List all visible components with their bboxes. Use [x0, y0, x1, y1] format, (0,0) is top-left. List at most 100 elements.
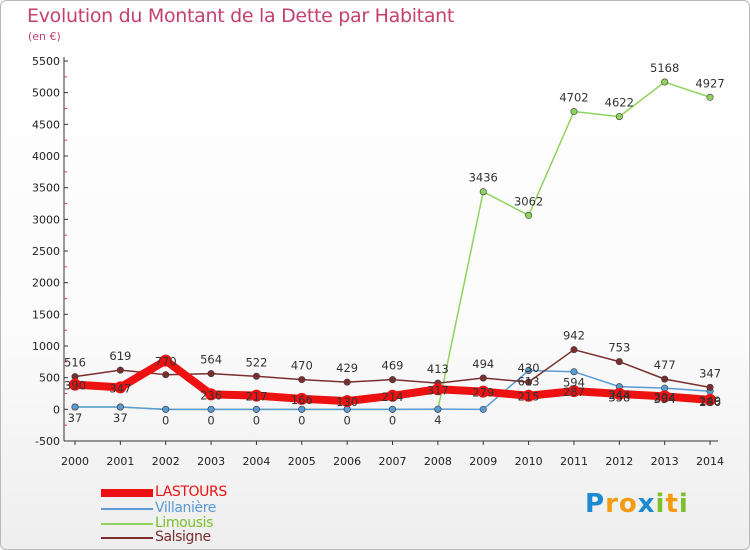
data-label-salsigne: 430	[518, 361, 540, 375]
data-point-lastours	[658, 390, 671, 403]
logo-letter: i	[678, 489, 689, 519]
data-point-villaniere	[479, 405, 487, 413]
data-point-salsigne	[389, 376, 397, 384]
data-label-salsigne: 347	[699, 366, 721, 380]
data-label-lastours: 215	[518, 390, 540, 404]
data-point-salsigne	[615, 358, 623, 366]
data-label-salsigne: 413	[427, 362, 449, 376]
legend-label-villaniere: Villanière	[155, 500, 216, 516]
data-label-limousis: 4927	[695, 76, 724, 90]
data-label-villaniere: 37	[68, 411, 83, 425]
data-point-lastours	[250, 389, 263, 402]
data-point-limousis	[479, 188, 487, 196]
data-label-limousis: 3062	[514, 194, 543, 208]
data-label-salsigne: 753	[608, 341, 630, 355]
data-point-lastours	[386, 389, 399, 402]
data-point-lastours	[613, 387, 626, 400]
x-tick-label: 2013	[651, 455, 679, 468]
data-point-salsigne	[162, 371, 170, 379]
legend-label-lastours: LASTOURS	[155, 484, 227, 500]
data-point-lastours	[341, 395, 354, 408]
data-point-salsigne	[706, 383, 714, 391]
x-tick-label: 2009	[469, 455, 497, 468]
data-label-salsigne: 942	[563, 329, 585, 343]
data-point-villaniere	[570, 368, 578, 376]
data-label-salsigne: 564	[200, 353, 222, 367]
logo-letter: o	[618, 489, 638, 519]
y-tick-label: 3500	[32, 182, 60, 195]
legend-swatch-salsigne	[101, 537, 153, 539]
data-label-villaniere: 0	[389, 413, 396, 427]
data-point-villaniere	[116, 403, 124, 411]
x-tick-label: 2005	[288, 455, 316, 468]
data-point-lastours	[159, 354, 172, 367]
data-point-villaniere	[71, 403, 79, 411]
data-label-lastours: 214	[382, 390, 404, 404]
data-label-salsigne: 494	[472, 357, 494, 371]
chart-title: Evolution du Montant de la Dette par Hab…	[27, 5, 455, 27]
data-point-lastours	[522, 389, 535, 402]
data-label-lastours: 279	[472, 386, 494, 400]
x-tick-label: 2007	[379, 455, 407, 468]
y-tick-label: 3000	[32, 213, 60, 226]
x-tick-label: 2012	[605, 455, 633, 468]
data-label-villaniere: 613	[518, 375, 540, 389]
x-tick-label: 2008	[424, 455, 452, 468]
data-point-salsigne	[116, 366, 124, 374]
data-label-villaniere: 358	[608, 391, 630, 405]
data-label-limousis: 5168	[650, 61, 679, 75]
data-label-limousis: 4622	[605, 96, 634, 110]
data-label-salsigne: 516	[64, 356, 86, 370]
data-label-limousis: 3436	[469, 171, 498, 185]
y-tick-label: 4000	[32, 150, 60, 163]
data-label-lastours: 166	[291, 393, 313, 407]
legend-item-salsigne: Salsigne	[101, 529, 301, 545]
data-label-lastours: 217	[245, 390, 267, 404]
data-point-limousis	[661, 78, 669, 86]
data-label-lastours: 204	[654, 390, 676, 404]
data-point-salsigne	[479, 374, 487, 382]
data-label-lastours: 287	[563, 385, 585, 399]
x-tick-label: 2011	[560, 455, 588, 468]
y-tick-label: 5500	[32, 55, 60, 68]
data-point-villaniere	[298, 405, 306, 413]
legend-item-villaniere: Villanière	[101, 500, 301, 516]
data-point-salsigne	[661, 375, 669, 383]
logo-letter: r	[605, 489, 619, 519]
data-label-salsigne: 619	[109, 349, 131, 363]
data-point-lastours	[431, 383, 444, 396]
data-point-villaniere	[525, 367, 533, 375]
data-point-lastours	[567, 385, 580, 398]
legend-item-limousis: Limousis	[101, 515, 301, 531]
data-label-lastours: 130	[336, 395, 358, 409]
data-label-villaniere: 334	[654, 392, 676, 406]
data-point-limousis	[570, 108, 578, 116]
data-point-salsigne	[298, 376, 306, 384]
x-tick-label: 2003	[197, 455, 225, 468]
y-tick-label: 5000	[32, 87, 60, 100]
data-label-lastours: 770	[155, 355, 177, 369]
y-tick-label: 2000	[32, 277, 60, 290]
data-label-villaniere: 4	[434, 413, 441, 427]
data-point-lastours	[205, 388, 218, 401]
data-point-lastours	[295, 392, 308, 405]
x-tick-label: 2006	[333, 455, 361, 468]
data-label-lastours: 149	[699, 394, 721, 408]
y-tick-label: 2500	[32, 245, 60, 258]
data-label-salsigne: 429	[336, 361, 358, 375]
data-point-salsigne	[570, 346, 578, 354]
data-point-limousis	[525, 211, 533, 219]
data-point-villaniere	[252, 405, 260, 413]
data-point-lastours	[69, 378, 81, 391]
data-label-salsigne: 470	[291, 359, 313, 373]
data-point-villaniere	[162, 405, 170, 413]
data-label-salsigne: 477	[654, 358, 676, 372]
x-tick-label: 2002	[152, 455, 180, 468]
chart-unit: (en €)	[28, 30, 61, 43]
data-label-villaniere: 0	[343, 413, 350, 427]
data-point-lastours	[114, 381, 127, 394]
data-label-lastours: 236	[200, 388, 222, 402]
y-tick-label: 1000	[32, 340, 60, 353]
data-point-lastours	[477, 385, 490, 398]
legend-item-lastours: LASTOURS	[101, 484, 301, 500]
